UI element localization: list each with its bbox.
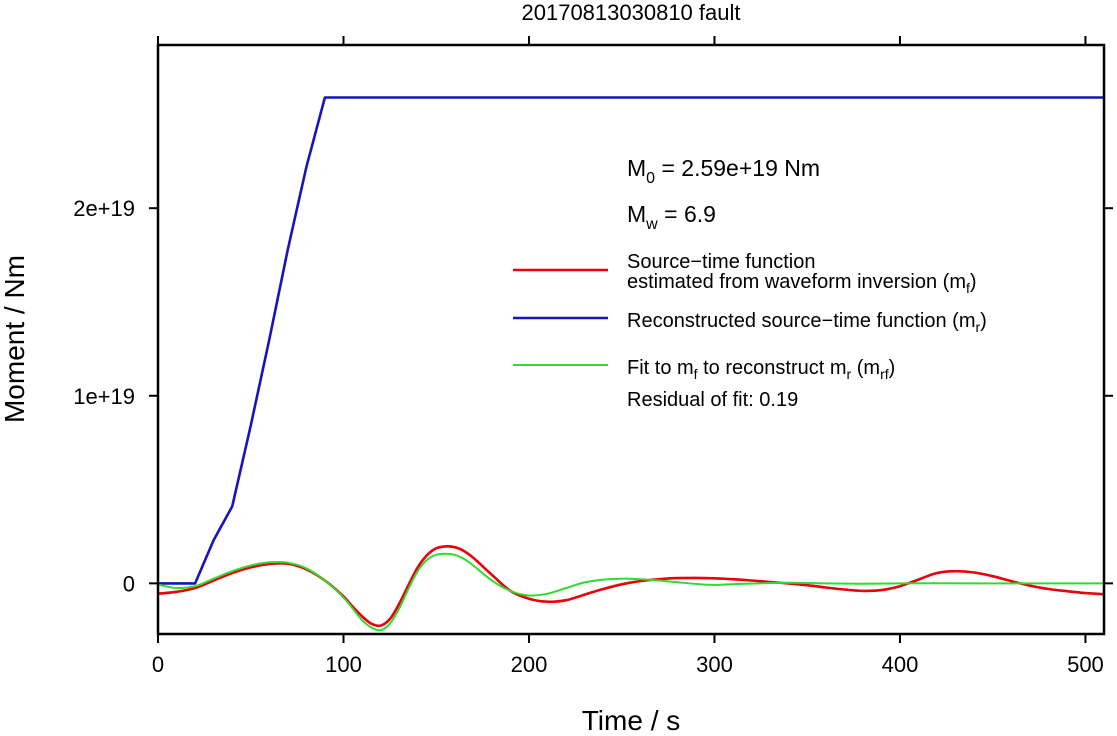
series-line-mf <box>158 545 1104 628</box>
x-axis-label: Time / s <box>582 705 681 736</box>
x-tick-label-100: 100 <box>325 652 362 677</box>
y-tick-label-1e+19: 1e+19 <box>73 384 135 409</box>
series-line-mrf <box>158 552 1104 632</box>
annotation-mw: Mw = 6.9 <box>627 201 716 233</box>
legend-label-mrf: Fit to mf to reconstruct mr (mrf) <box>627 357 895 382</box>
x-tick-label-0: 0 <box>152 652 164 677</box>
x-tick-label-500: 500 <box>1067 652 1104 677</box>
chart-title: 20170813030810 fault <box>522 0 741 25</box>
y-tick-label-2e+19: 2e+19 <box>73 196 135 221</box>
y-tick-label-0: 0 <box>123 571 135 596</box>
x-tick-label-300: 300 <box>696 652 733 677</box>
y-axis-label: Moment / Nm <box>0 255 30 423</box>
x-tick-label-400: 400 <box>882 652 919 677</box>
legend-label-mf-line2: estimated from waveform inversion (mf) <box>627 271 977 296</box>
plot-frame <box>156 43 1106 636</box>
legend-label-mf-line1: Source−time function <box>627 251 815 273</box>
annotation-residual: Residual of fit: 0.19 <box>627 389 798 411</box>
x-tick-label-200: 200 <box>511 652 548 677</box>
series-line-mr <box>158 96 1104 585</box>
annotation-m0: M0 = 2.59e+19 Nm <box>627 155 820 187</box>
legend: Source−time function estimated from wave… <box>513 251 987 411</box>
legend-label-mr: Reconstructed source−time function (mr) <box>627 310 987 335</box>
